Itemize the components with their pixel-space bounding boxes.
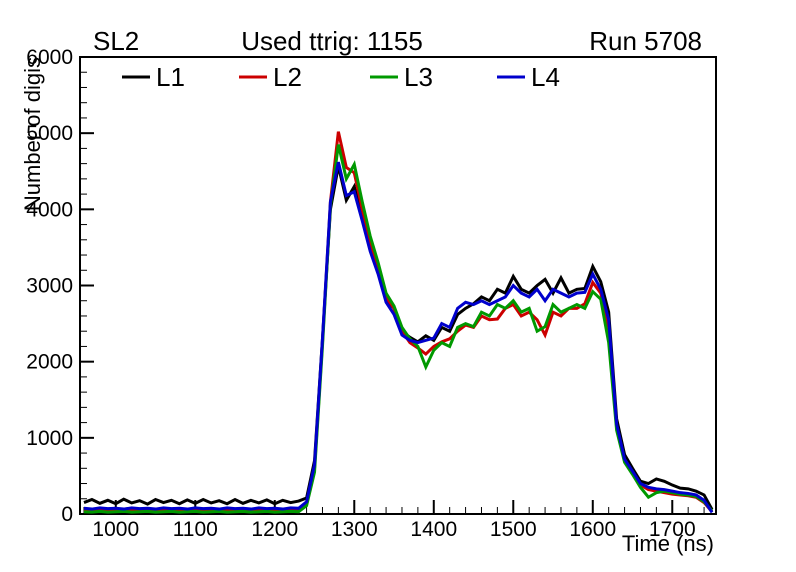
x-tick-label: 1400 [410, 518, 457, 541]
x-axis-title: Time (ns) [622, 531, 714, 556]
series-line-L3 [83, 144, 714, 514]
y-tick-label: 3000 [26, 275, 73, 298]
legend-entry-L4: L4 [497, 62, 560, 92]
y-tick-label: 1000 [26, 427, 73, 450]
x-tick-label: 1200 [251, 518, 298, 541]
pad-title-right: Run 5708 [589, 26, 702, 56]
tick-labels: 1000 1100 1200 1300 1400 1500 1600 1700 0 1000 200… [26, 46, 695, 541]
x-tick-label: 1300 [331, 518, 378, 541]
pad-title-left: SL2 [93, 26, 139, 56]
y-tick-label: 2000 [26, 351, 73, 374]
legend-entry-L2: L2 [239, 62, 302, 92]
y-tick-label: 4000 [26, 198, 73, 221]
data-series [83, 131, 714, 514]
x-tick-label: 1000 [92, 518, 139, 541]
legend-entry-L3: L3 [370, 62, 433, 92]
pad-title-center: Used ttrig: 1155 [241, 26, 423, 56]
legend-label-L1: L1 [156, 62, 185, 92]
y-tick-label: 6000 [26, 46, 73, 69]
legend: L1 L2 L3 L4 [122, 62, 560, 92]
legend-label-L3: L3 [404, 62, 433, 92]
x-tick-label: 1500 [490, 518, 537, 541]
y-tick-label: 0 [61, 503, 73, 526]
legend-label-L4: L4 [531, 62, 560, 92]
x-tick-label: 1700 [649, 518, 696, 541]
y-tick-label: 5000 [26, 122, 73, 145]
series-line-L4 [83, 161, 714, 514]
legend-entry-L1: L1 [122, 62, 185, 92]
legend-label-L2: L2 [273, 62, 302, 92]
x-tick-label: 1600 [569, 518, 616, 541]
plot-frame [79, 56, 717, 515]
x-tick-label: 1100 [173, 518, 218, 541]
y-axis-title: Number of digis [20, 57, 45, 211]
